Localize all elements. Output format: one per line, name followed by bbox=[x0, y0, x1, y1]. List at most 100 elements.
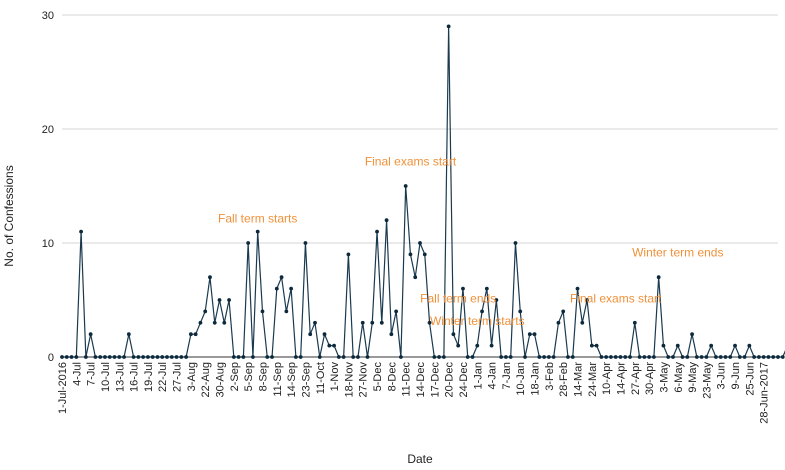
data-point bbox=[289, 286, 294, 291]
data-point bbox=[757, 355, 761, 359]
y-tick-label: 10 bbox=[42, 238, 54, 250]
x-tick-label: 5-Dec bbox=[372, 362, 384, 392]
x-tick-label: 9-Jun bbox=[730, 362, 742, 390]
x-tick-label: 10-Apr bbox=[601, 362, 613, 395]
data-point bbox=[241, 355, 246, 359]
data-point bbox=[671, 355, 675, 359]
x-tick-label: 11-Dec bbox=[401, 362, 413, 397]
x-tick-label: 10-Jul bbox=[100, 362, 112, 392]
data-point bbox=[489, 343, 494, 348]
data-point bbox=[169, 355, 174, 359]
data-point bbox=[131, 355, 136, 359]
data-point bbox=[150, 355, 155, 359]
data-point bbox=[441, 355, 446, 359]
data-point bbox=[93, 355, 98, 359]
x-tick-label: 13-Jul bbox=[114, 362, 126, 392]
data-point bbox=[523, 355, 527, 359]
data-point bbox=[212, 320, 217, 325]
data-point bbox=[470, 355, 475, 359]
x-tick-label: 30-Apr bbox=[644, 362, 656, 395]
data-point bbox=[427, 320, 432, 325]
x-tick-label: 27-Jul bbox=[172, 362, 184, 392]
data-point bbox=[776, 355, 780, 359]
x-tick-label: 7-Jul bbox=[86, 362, 98, 386]
data-point bbox=[628, 355, 632, 359]
data-point bbox=[752, 355, 757, 359]
annotations: Fall term starts Final exams start Fall te… bbox=[218, 155, 723, 329]
data-point bbox=[336, 355, 341, 359]
x-tick-label: 3-Feb bbox=[544, 362, 556, 391]
data-point bbox=[64, 355, 69, 359]
data-point bbox=[651, 355, 656, 359]
x-tick-label: 1-Jul-2016 bbox=[57, 362, 69, 414]
x-tick-label: 19-Jul bbox=[143, 362, 155, 392]
data-point bbox=[198, 320, 203, 325]
x-tick-label: 8-Sep bbox=[258, 362, 270, 391]
x-tick-label: 14-Dec bbox=[415, 362, 427, 398]
series-line bbox=[62, 25, 785, 358]
data-point bbox=[98, 355, 103, 359]
x-tick-label: 18-Nov bbox=[343, 362, 355, 398]
data-point bbox=[174, 355, 179, 359]
data-point bbox=[379, 320, 384, 325]
data-point bbox=[375, 229, 379, 234]
data-point bbox=[122, 355, 126, 359]
data-point bbox=[437, 355, 441, 359]
data-point bbox=[327, 343, 332, 348]
data-point bbox=[79, 229, 83, 234]
data-point bbox=[217, 298, 222, 302]
data-point bbox=[384, 218, 389, 223]
data-point bbox=[60, 355, 64, 359]
data-point bbox=[737, 355, 742, 359]
data-point bbox=[556, 320, 561, 325]
data-point bbox=[370, 320, 375, 325]
data-point bbox=[332, 343, 336, 348]
data-point bbox=[313, 320, 317, 325]
x-tick-label: 11-Oct bbox=[315, 362, 327, 394]
data-point bbox=[360, 320, 365, 325]
data-point bbox=[570, 355, 575, 359]
data-point bbox=[685, 355, 690, 359]
data-point bbox=[265, 355, 270, 359]
x-tick-label: 1-Jan bbox=[472, 362, 484, 390]
data-point bbox=[184, 355, 189, 359]
x-tick-label: 24-Mar bbox=[587, 362, 599, 397]
y-axis-title: No. of Confessions bbox=[2, 165, 16, 266]
data-point bbox=[766, 355, 771, 359]
data-point bbox=[656, 275, 661, 280]
x-tick-label: 4-Jul bbox=[71, 362, 83, 386]
data-point bbox=[714, 355, 718, 359]
data-point bbox=[188, 332, 193, 337]
x-tick-label: 30-Aug bbox=[215, 362, 227, 397]
x-tick-label: 28-Jun-2017 bbox=[759, 362, 771, 424]
x-tick-label: 8-Dec bbox=[386, 362, 398, 392]
x-tick-label: 28-Feb bbox=[558, 362, 570, 397]
x-axis-title: Date bbox=[407, 452, 433, 466]
data-point bbox=[193, 332, 198, 337]
data-point bbox=[399, 355, 403, 359]
data-point bbox=[704, 355, 709, 359]
data-point bbox=[74, 355, 79, 359]
annotation-label: Fall term ends bbox=[420, 291, 496, 305]
data-point bbox=[408, 252, 413, 257]
x-tick-label: 5-Sep bbox=[243, 362, 255, 391]
y-tick-label: 0 bbox=[48, 352, 54, 364]
data-point bbox=[160, 355, 165, 359]
x-tick-label: 10-Jan bbox=[515, 362, 527, 396]
x-tick-label: 27-Nov bbox=[358, 362, 370, 398]
data-point bbox=[480, 309, 484, 314]
data-point bbox=[561, 309, 566, 314]
data-point bbox=[365, 355, 370, 359]
data-points bbox=[60, 24, 785, 359]
x-tick-label: 23-May bbox=[701, 362, 713, 399]
data-point bbox=[484, 286, 489, 291]
x-tick-label: 3-Jun bbox=[716, 362, 728, 390]
data-point bbox=[451, 332, 456, 337]
data-point bbox=[389, 332, 394, 337]
x-tick-label: 3-Aug bbox=[186, 362, 198, 391]
data-point bbox=[508, 355, 513, 359]
data-point bbox=[141, 355, 146, 359]
data-point bbox=[675, 343, 680, 348]
data-point bbox=[566, 355, 570, 359]
data-point bbox=[537, 355, 542, 359]
